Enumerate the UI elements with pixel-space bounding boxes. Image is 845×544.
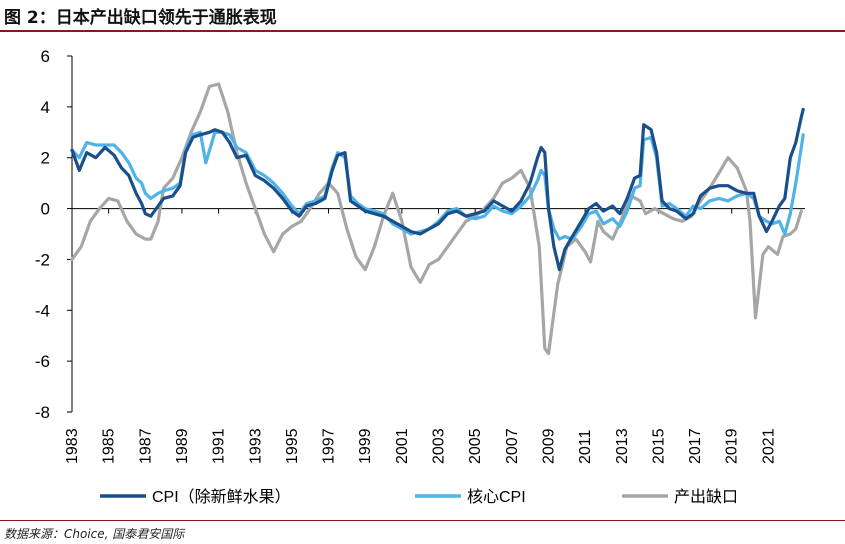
x-tick-label: 2003 <box>431 428 448 464</box>
legend-label: 产出缺口 <box>674 488 738 506</box>
y-tick-label: 6 <box>41 47 50 66</box>
x-tick-label: 2013 <box>614 428 631 464</box>
legend-label: CPI（除新鲜水果） <box>152 488 291 506</box>
x-tick-label: 1991 <box>211 428 228 464</box>
axes: -8 -6 -4 -2 0 2 4 6 1983 1985 1987 1989 1991 1993 1995… <box>35 47 805 464</box>
x-tick-label: 2009 <box>540 428 557 464</box>
x-tick-label: 1989 <box>174 428 191 464</box>
x-tick-label: 2005 <box>467 428 484 464</box>
x-tick-label: 2011 <box>577 429 594 464</box>
title-bar: 图 2：日本产出缺口领先于通胀表现 <box>0 0 845 32</box>
page-title: 图 2：日本产出缺口领先于通胀表现 <box>4 8 277 28</box>
x-tick-label: 1987 <box>137 428 154 464</box>
x-tick-label: 2021 <box>760 428 777 464</box>
legend: CPI（除新鲜水果） 核心CPI 产出缺口 <box>100 488 738 506</box>
y-tick-label: 2 <box>41 149 50 168</box>
series-line-1 <box>70 107 805 272</box>
x-tick-label: 2015 <box>650 428 667 464</box>
x-tick-label: 2019 <box>724 428 741 464</box>
line-chart: -8 -6 -4 -2 0 2 4 6 1983 1985 1987 1989 1991 1993 1995… <box>35 47 805 506</box>
x-tick-label: 1983 <box>64 428 81 464</box>
y-tick-label: -4 <box>35 301 50 320</box>
x-tick-label: 1985 <box>101 428 118 464</box>
x-tick-label: 1997 <box>321 428 338 464</box>
y-tick-label: -2 <box>35 250 50 269</box>
x-tick-label: 1999 <box>357 428 374 464</box>
y-tick-label: 4 <box>41 98 50 117</box>
series-group <box>70 82 805 356</box>
footer-divider <box>0 520 845 521</box>
x-tick-label: 2017 <box>687 428 704 464</box>
x-tick-label: 1995 <box>284 428 301 464</box>
x-tick-label: 2001 <box>394 428 411 464</box>
series-line-3 <box>70 82 803 356</box>
x-tick-label: 2007 <box>504 428 521 464</box>
legend-label: 核心CPI <box>467 488 526 506</box>
y-tick-label: -8 <box>35 403 50 422</box>
x-tick-label: 1993 <box>247 428 264 464</box>
y-tick-label: 0 <box>41 200 50 219</box>
y-tick-label: -6 <box>35 352 50 371</box>
source-note: 数据来源：Choice, 国泰君安国际 <box>4 527 185 541</box>
